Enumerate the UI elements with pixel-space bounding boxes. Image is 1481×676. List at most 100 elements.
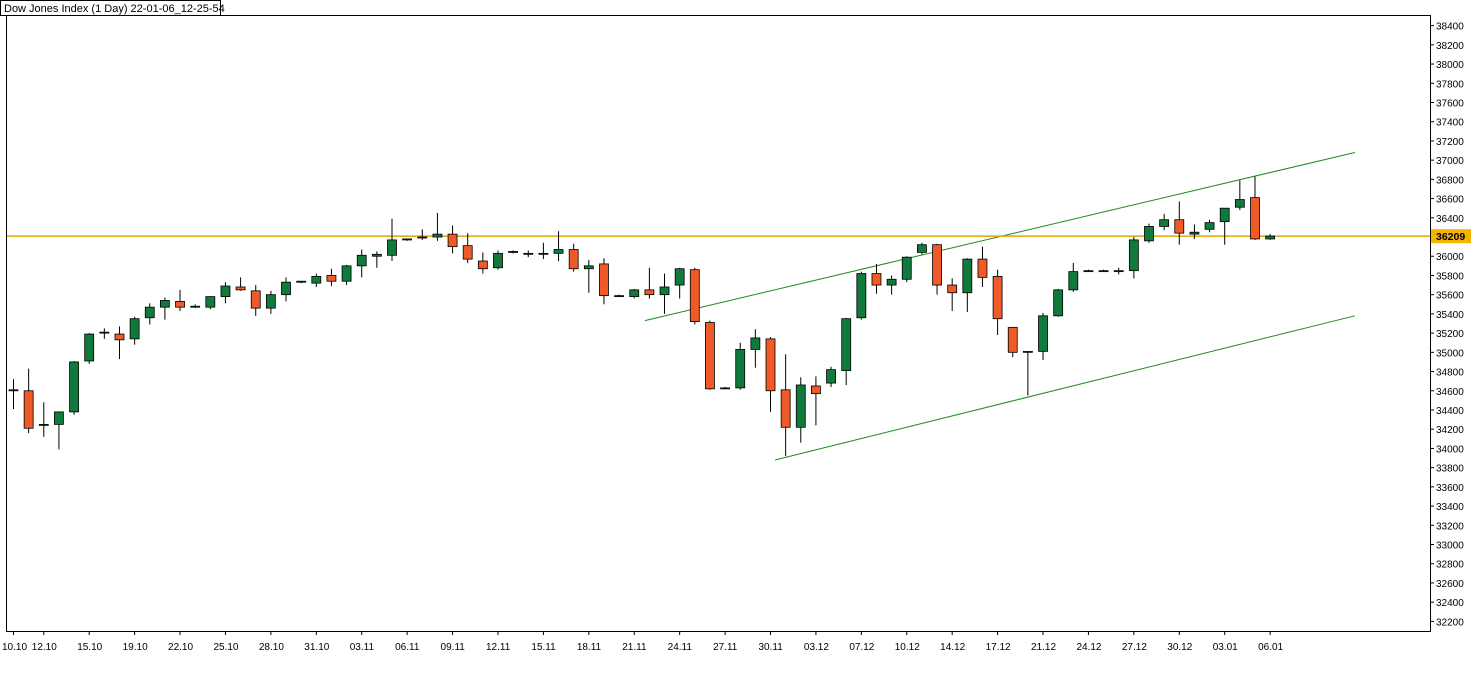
candle-body-up (296, 280, 307, 283)
y-tick-label: 37400 (1436, 118, 1464, 129)
candle-body-up (917, 244, 927, 253)
candle-body-up (265, 294, 276, 309)
candle-body-up (402, 238, 413, 241)
candle-body-up (1098, 270, 1109, 273)
candle-body-up (311, 276, 322, 284)
candle (523, 250, 534, 258)
candle-body-down (1174, 219, 1185, 234)
candle-body-down (992, 276, 1003, 320)
candle-body-down (705, 322, 715, 390)
x-tick-label: 27.12 (1122, 642, 1147, 653)
candle-body-up (281, 281, 291, 296)
candle (99, 328, 110, 339)
candle (977, 246, 988, 287)
y-tick-label: 37600 (1436, 98, 1464, 109)
x-tick-label: 22.10 (168, 642, 193, 653)
candle-body-up (493, 252, 503, 269)
x-tick-label: 30.12 (1167, 642, 1192, 653)
candle (750, 329, 761, 368)
candle (553, 231, 564, 262)
candle-body-up (538, 252, 549, 255)
x-tick-label: 19.10 (123, 642, 148, 653)
candle (720, 386, 730, 390)
candle (205, 296, 216, 310)
candle (159, 297, 170, 320)
candle-body-down (250, 290, 261, 309)
plot-frame (6, 15, 1431, 632)
price-tag-label: 36209 (1436, 231, 1465, 243)
candle (992, 269, 1003, 336)
candle-body-down (1007, 326, 1018, 353)
y-tick-label: 34800 (1436, 368, 1464, 379)
candle-body-up (129, 318, 140, 340)
candle-body-down (447, 233, 458, 248)
y-tick-label: 35000 (1436, 348, 1464, 359)
candle (1204, 219, 1215, 233)
chart-title: Dow Jones Index (1 Day) 22-01-06_12-25-5… (4, 3, 225, 15)
y-tick-label: 34000 (1436, 444, 1464, 455)
candle-body-up (583, 265, 594, 270)
candle (780, 354, 791, 457)
candle (886, 275, 897, 295)
candle-body-down (23, 390, 34, 429)
x-tick-label: 18.11 (577, 642, 602, 653)
candle-body-up (1159, 219, 1170, 227)
candle (1007, 326, 1018, 358)
candle (356, 249, 367, 278)
candle (795, 377, 806, 443)
candle (129, 316, 140, 345)
y-tick-label: 33600 (1436, 483, 1464, 494)
y-tick-label: 33200 (1436, 521, 1464, 532)
candle-body-down (1022, 350, 1033, 353)
candle (962, 258, 973, 312)
candle-body-up (1144, 226, 1154, 242)
candle-body-down (175, 300, 185, 308)
x-tick-label: 15.10 (77, 642, 102, 653)
candle-body-up (432, 233, 443, 238)
candle-body-up (508, 251, 519, 253)
candle (69, 360, 79, 415)
candle-body-up (1053, 289, 1064, 317)
y-tick-label: 35200 (1436, 329, 1464, 340)
x-tick-label: 12.11 (486, 642, 511, 653)
candle-body-up (54, 411, 64, 425)
candle (311, 273, 322, 287)
candle (568, 243, 579, 272)
candle-body-down (477, 260, 488, 270)
x-tick-label: 21.12 (1031, 642, 1056, 653)
candle-body-down (462, 245, 473, 260)
candle (250, 285, 261, 316)
candle (644, 267, 655, 299)
candle-body-up (8, 389, 19, 392)
candle (1159, 213, 1170, 231)
candle-body-up (220, 285, 231, 297)
candle-body-up (659, 286, 670, 296)
y-tick-label: 33800 (1436, 464, 1464, 475)
x-tick-label: 03.01 (1213, 642, 1238, 653)
candle-body-up (750, 337, 761, 350)
x-tick-label: 10.12 (895, 642, 920, 653)
candle (1098, 269, 1109, 273)
x-tick-label: 28.10 (259, 642, 284, 653)
x-tick-label: 24.11 (668, 642, 693, 653)
candle (841, 317, 852, 385)
candle-body-down (780, 389, 791, 428)
x-tick-label: 07.12 (849, 642, 874, 653)
candle (735, 342, 746, 390)
candle (1250, 176, 1260, 240)
candle (599, 258, 609, 305)
x-tick-label: 25.10 (213, 642, 238, 653)
y-tick-label: 37000 (1436, 156, 1464, 167)
y-tick-label: 36000 (1436, 252, 1464, 263)
candle-body-up (417, 236, 428, 239)
candle-body-down (235, 286, 246, 291)
candle (341, 264, 352, 286)
x-tick-label: 10.10 (2, 642, 27, 653)
candle (326, 268, 337, 287)
candle-body-down (114, 333, 125, 341)
candle-body-down (689, 269, 700, 322)
candle-body-up (371, 253, 382, 257)
candle (659, 273, 670, 314)
candle (1068, 262, 1079, 292)
